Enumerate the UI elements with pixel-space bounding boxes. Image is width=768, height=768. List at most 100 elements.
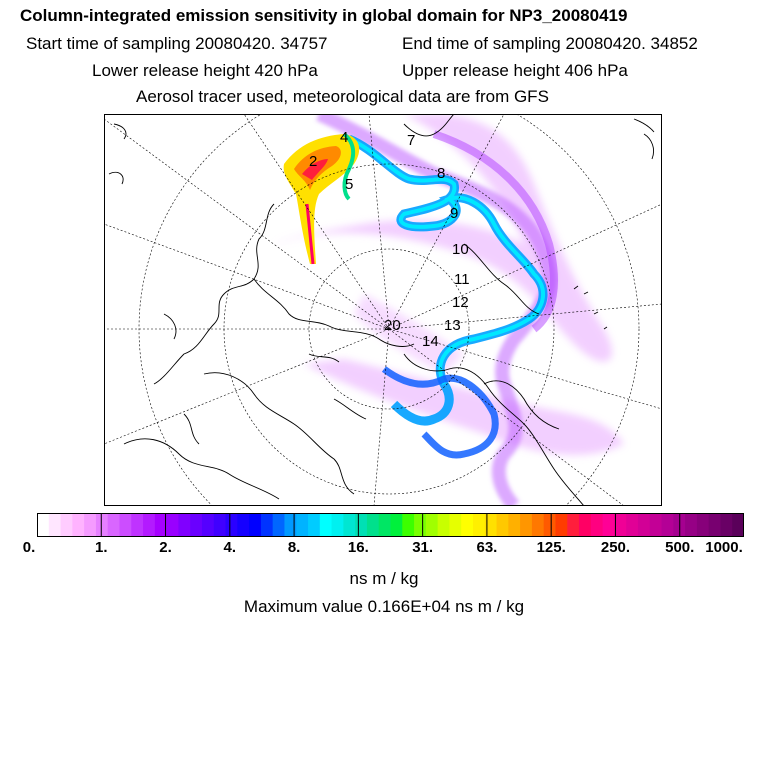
colorbar-tick-label: 8.: [287, 539, 301, 556]
colorbar-tick-label: 31.: [412, 539, 434, 556]
colorbar-swatch: [84, 513, 97, 537]
colorbar-tick-label: 0.: [22, 539, 36, 556]
colorbar-swatch: [732, 513, 744, 537]
colorbar-tick-label: 63.: [476, 539, 498, 556]
colorbar-swatch: [472, 513, 486, 537]
traj-label-8: 8: [437, 165, 445, 182]
emission-sensitivity-map: 2 4 5 7 8 9 10 11 12 13 14 20: [104, 114, 662, 506]
traj-label-13: 13: [444, 317, 461, 334]
maximum-value: Maximum value 0.166E+04 ns m / kg: [243, 597, 525, 616]
colorbar-swatch: [637, 513, 651, 537]
colorbar-swatch: [107, 513, 121, 537]
colorbar-swatch: [331, 513, 344, 537]
colorbar-swatch: [378, 513, 392, 537]
colorbar-swatch: [296, 513, 309, 537]
colorbar-swatch: [614, 513, 627, 537]
colorbar-swatch: [225, 513, 238, 537]
colorbar-swatch: [366, 513, 380, 537]
colorbar-swatch: [319, 513, 333, 537]
graticule: [104, 114, 662, 506]
colorbar-swatch: [390, 513, 403, 537]
colorbar-swatch: [602, 513, 615, 537]
sampling-start: Start time of sampling 20080420. 34757: [26, 34, 328, 53]
plume-blue-south: [381, 366, 499, 459]
colorbar-tick-label: 1.: [95, 539, 108, 556]
traj-label-7: 7: [407, 132, 415, 149]
plume-purple-arc: [432, 130, 558, 333]
colorbar-swatch: [72, 513, 85, 537]
colorbar-tick-label: 125.: [536, 539, 566, 556]
figure-title: Column-integrated emission sensitivity i…: [20, 6, 628, 25]
colorbar-swatch: [484, 513, 498, 537]
colorbar-swatch: [37, 513, 50, 537]
colorbar-swatch: [260, 513, 274, 537]
colorbar-swatches: [37, 513, 744, 537]
colorbar-swatch: [143, 513, 156, 537]
traj-label-12: 12: [452, 294, 469, 311]
colorbar-swatch: [201, 513, 215, 537]
traj-label-9: 9: [450, 205, 458, 222]
colorbar-swatch: [508, 513, 521, 537]
release-upper: Upper release height 406 hPa: [402, 61, 628, 80]
traj-label-11: 11: [454, 271, 470, 288]
colorbar-swatch: [402, 513, 415, 537]
traj-label-2: 2: [309, 153, 317, 170]
colorbar-swatch: [272, 513, 286, 537]
colorbar-swatch: [178, 513, 191, 537]
colorbar-swatch: [343, 513, 356, 537]
colorbar-tick-label: 16.: [347, 539, 369, 556]
colorbar-units: ns m / kg: [349, 569, 419, 588]
colorbar-swatch: [520, 513, 533, 537]
colorbar-swatch: [60, 513, 73, 537]
colorbar-swatch: [437, 513, 451, 537]
colorbar-swatch: [708, 513, 722, 537]
traj-label-4: 4: [340, 129, 348, 146]
colorbar-swatch: [131, 513, 144, 537]
colorbar-swatch: [579, 513, 592, 537]
colorbar-swatch: [449, 513, 462, 537]
colorbar-swatch: [626, 513, 639, 537]
traj-label-10: 10: [452, 241, 469, 258]
colorbar-swatch: [154, 513, 168, 537]
colorbar-swatch: [461, 513, 474, 537]
colorbar-swatch: [249, 513, 262, 537]
colorbar-swatch: [284, 513, 297, 537]
tracer-note: Aerosol tracer used, meteorological data…: [136, 87, 549, 106]
colorbar-swatch: [567, 513, 580, 537]
colorbar-swatch: [720, 513, 733, 537]
traj-label-14: 14: [422, 333, 439, 350]
colorbar-swatch: [649, 513, 663, 537]
colorbar-swatch: [425, 513, 439, 537]
colorbar-swatch: [190, 513, 203, 537]
colorbar-swatch: [590, 513, 604, 537]
sampling-end: End time of sampling 20080420. 34852: [402, 34, 698, 53]
colorbar-tick-label: 4.: [223, 539, 237, 556]
colorbar-swatch: [213, 513, 227, 537]
traj-label-5: 5: [345, 176, 353, 193]
plume-core: [283, 132, 360, 265]
colorbar-tick-label: 500.: [665, 539, 695, 556]
colorbar-swatch: [496, 513, 509, 537]
colorbar-tick-label: 250.: [600, 539, 631, 556]
coastlines: [108, 114, 655, 506]
colorbar-swatch: [308, 513, 321, 537]
map-frame: [104, 114, 662, 506]
colorbar-swatch: [696, 513, 710, 537]
colorbar-swatch: [166, 513, 179, 537]
colorbar-swatch: [48, 513, 62, 537]
colorbar-tick-label: 1000.: [705, 539, 743, 556]
colorbar-swatch: [119, 513, 132, 537]
traj-label-20: 20: [384, 317, 401, 334]
colorbar-swatch: [237, 513, 250, 537]
colorbar-swatch: [355, 513, 368, 537]
release-lower: Lower release height 420 hPa: [92, 61, 318, 80]
colorbar-swatch: [543, 513, 557, 537]
colorbar-swatch: [531, 513, 545, 537]
colorbar-frame: [37, 513, 744, 537]
plume-cyan-core: [348, 137, 545, 385]
colorbar-swatch: [95, 513, 109, 537]
trajectory-labels: 2 4 5 7 8 9 10 11 12 13 14 20: [309, 129, 470, 350]
colorbar: [37, 513, 744, 537]
colorbar-swatch: [685, 513, 698, 537]
colorbar-tick-label: 2.: [159, 539, 172, 556]
